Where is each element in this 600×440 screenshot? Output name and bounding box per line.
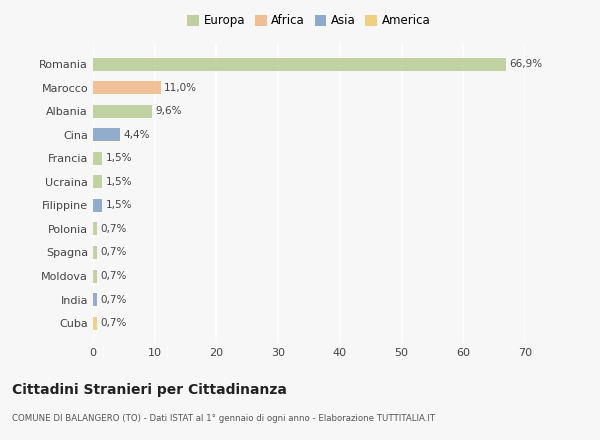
Legend: Europa, Africa, Asia, America: Europa, Africa, Asia, America	[182, 10, 436, 32]
Bar	[93, 81, 161, 94]
Bar	[93, 317, 97, 330]
Bar	[93, 223, 97, 235]
Text: 1,5%: 1,5%	[106, 200, 132, 210]
Text: Cittadini Stranieri per Cittadinanza: Cittadini Stranieri per Cittadinanza	[12, 383, 287, 397]
Text: 0,7%: 0,7%	[100, 224, 127, 234]
Bar	[93, 293, 97, 306]
Bar	[93, 270, 97, 282]
Bar	[93, 105, 152, 117]
Text: 9,6%: 9,6%	[155, 106, 182, 116]
Text: 1,5%: 1,5%	[106, 153, 132, 163]
Text: 0,7%: 0,7%	[100, 294, 127, 304]
Bar	[93, 152, 102, 165]
Bar	[93, 176, 102, 188]
Bar	[93, 58, 506, 70]
Text: 0,7%: 0,7%	[100, 271, 127, 281]
Text: 66,9%: 66,9%	[509, 59, 542, 69]
Text: 4,4%: 4,4%	[123, 130, 150, 140]
Bar	[93, 246, 97, 259]
Text: 11,0%: 11,0%	[164, 83, 197, 93]
Bar	[93, 199, 102, 212]
Bar	[93, 128, 120, 141]
Text: 0,7%: 0,7%	[100, 318, 127, 328]
Text: 1,5%: 1,5%	[106, 177, 132, 187]
Text: 0,7%: 0,7%	[100, 247, 127, 257]
Text: COMUNE DI BALANGERO (TO) - Dati ISTAT al 1° gennaio di ogni anno - Elaborazione : COMUNE DI BALANGERO (TO) - Dati ISTAT al…	[12, 414, 435, 422]
